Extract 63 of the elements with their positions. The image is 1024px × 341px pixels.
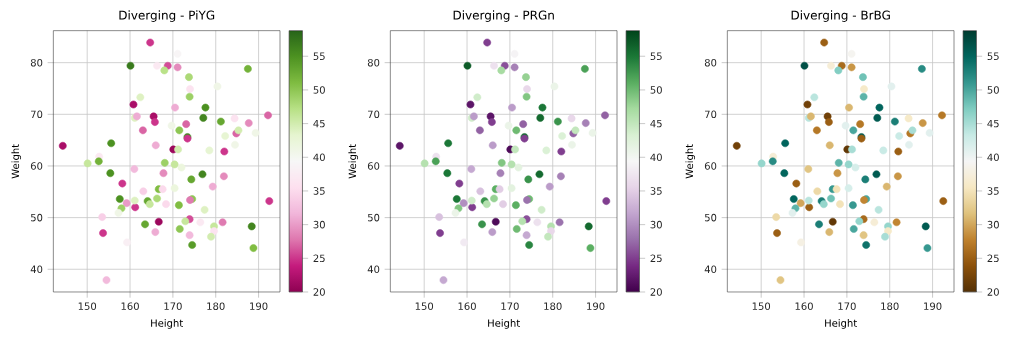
x-tick-label: 190 (587, 302, 605, 310)
color-bar-label: 35 (650, 187, 662, 195)
color-bar-label: 55 (987, 52, 999, 60)
y-tick-label: 50 (367, 213, 380, 222)
x-tick-label: 160 (795, 302, 813, 310)
y-tick-label: 70 (705, 110, 717, 119)
y-tick-label: 40 (367, 265, 380, 274)
color-bar-label: 40 (650, 153, 662, 162)
color-bar-label: 55 (313, 52, 325, 60)
color-bar-label: 45 (650, 119, 662, 128)
y-tick-label: 40 (704, 265, 717, 274)
y-axis-title: Weight (11, 144, 22, 179)
x-tick-label: 150 (415, 302, 434, 310)
color-bar-label: 40 (987, 153, 999, 162)
color-bar-label: 40 (313, 153, 325, 162)
y-tick-label: 60 (367, 162, 380, 170)
chart-title: Diverging - PiYG (119, 10, 215, 22)
color-bar-label: 30 (313, 220, 325, 229)
color-bar-label: 35 (987, 187, 999, 195)
color-bar-label: 25 (650, 254, 662, 263)
y-tick-label: 50 (704, 213, 717, 222)
chart-title: Diverging - BrBG (791, 10, 890, 22)
x-tick-label: 160 (121, 302, 139, 310)
x-axis-title: Height (151, 319, 183, 329)
x-tick-label: 180 (544, 302, 562, 310)
x-tick-label: 170 (838, 302, 856, 310)
x-tick-label: 190 (250, 302, 268, 310)
color-bar-label: 45 (987, 119, 999, 128)
color-bar-label: 35 (313, 187, 325, 195)
color-bar-label: 20 (987, 288, 999, 296)
x-tick-label: 150 (752, 302, 771, 310)
x-tick-label: 160 (458, 302, 476, 310)
y-tick-label: 80 (704, 58, 717, 67)
color-bar-label: 25 (313, 254, 325, 263)
color-bar-label: 20 (650, 288, 662, 296)
y-tick-label: 60 (704, 162, 717, 170)
color-bar-label: 30 (650, 220, 662, 229)
y-axis-title: Weight (348, 144, 359, 179)
color-bar-label: 50 (650, 86, 662, 94)
y-tick-label: 50 (31, 213, 43, 222)
y-tick-label: 40 (30, 265, 43, 274)
color-bar-label: 45 (313, 119, 325, 128)
y-tick-label: 80 (30, 58, 43, 67)
y-tick-label: 70 (368, 110, 380, 119)
y-tick-label: 60 (30, 162, 43, 170)
color-bar-label: 55 (650, 52, 662, 60)
chart-title: Diverging - PRGn (453, 10, 554, 22)
x-tick-label: 180 (207, 302, 225, 310)
color-bar-label: 50 (987, 86, 999, 94)
color-bar-label: 50 (313, 86, 325, 94)
x-tick-label: 170 (164, 302, 182, 310)
x-tick-label: 190 (924, 302, 942, 310)
x-tick-label: 170 (501, 302, 519, 310)
x-tick-label: 150 (78, 302, 97, 310)
x-axis-title: Height (825, 319, 857, 329)
y-tick-label: 80 (367, 58, 380, 67)
y-axis-title: Weight (685, 144, 696, 179)
color-bar-label: 30 (987, 220, 999, 229)
color-bar-label: 25 (987, 254, 999, 263)
y-tick-label: 70 (31, 110, 43, 119)
x-axis-title: Height (488, 319, 520, 329)
x-tick-label: 180 (881, 302, 899, 310)
color-bar-label: 20 (313, 288, 325, 296)
